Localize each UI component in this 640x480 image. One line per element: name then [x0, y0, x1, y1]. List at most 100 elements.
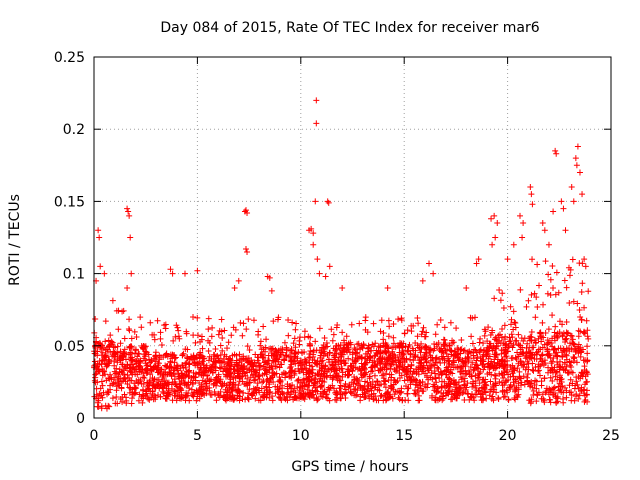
data-point — [549, 343, 556, 350]
data-point — [444, 389, 451, 396]
data-point — [494, 220, 501, 227]
data-point — [182, 380, 189, 387]
data-point — [107, 332, 114, 339]
data-point — [157, 335, 164, 342]
data-point — [255, 328, 262, 335]
data-point — [390, 320, 397, 327]
data-point — [142, 343, 149, 350]
data-point — [309, 389, 316, 396]
data-point — [487, 378, 494, 385]
data-point — [120, 349, 127, 356]
data-point — [508, 331, 515, 338]
data-point — [462, 361, 469, 368]
data-point — [171, 352, 178, 359]
data-point — [544, 351, 551, 358]
data-point — [509, 355, 516, 362]
data-point — [496, 287, 503, 294]
data-point — [170, 367, 177, 374]
data-point — [565, 345, 572, 352]
data-point — [467, 314, 474, 321]
data-point — [575, 350, 582, 357]
data-point — [447, 319, 454, 326]
data-point — [106, 403, 113, 410]
data-point — [288, 388, 295, 395]
data-point — [272, 346, 279, 353]
data-point — [256, 372, 263, 379]
data-point — [254, 384, 261, 391]
data-point — [262, 344, 269, 351]
data-point — [343, 333, 350, 340]
data-point — [554, 334, 561, 341]
data-point — [134, 353, 141, 360]
data-point — [475, 388, 482, 395]
data-point — [311, 357, 318, 364]
data-point — [512, 320, 519, 327]
data-point — [432, 331, 439, 338]
plot-frame — [93, 56, 612, 419]
data-point — [199, 355, 206, 362]
data-point — [491, 212, 498, 219]
data-point — [105, 337, 112, 344]
data-point — [398, 315, 405, 322]
data-point — [445, 381, 452, 388]
data-point — [488, 371, 495, 378]
data-point — [447, 384, 454, 391]
data-point — [445, 355, 452, 362]
data-point — [316, 270, 323, 277]
data-point — [372, 393, 379, 400]
data-point — [347, 339, 354, 346]
data-point — [122, 356, 129, 363]
data-point — [563, 394, 570, 401]
data-point — [203, 365, 210, 372]
data-point — [292, 349, 299, 356]
data-point — [392, 379, 399, 386]
data-point — [533, 398, 540, 405]
data-point — [147, 371, 154, 378]
data-point — [300, 376, 307, 383]
data-point — [502, 361, 509, 368]
data-point — [483, 395, 490, 402]
data-point — [547, 354, 554, 361]
data-point — [546, 385, 553, 392]
data-point — [492, 351, 499, 358]
data-point — [418, 356, 425, 363]
data-point — [373, 378, 380, 385]
data-point — [313, 97, 320, 104]
data-point — [510, 308, 517, 315]
data-point — [357, 397, 364, 404]
data-point — [462, 367, 469, 374]
data-point — [190, 354, 197, 361]
data-point — [216, 364, 223, 371]
data-point — [498, 347, 505, 354]
data-point — [491, 356, 498, 363]
data-point — [124, 205, 131, 212]
data-point — [138, 380, 145, 387]
data-point — [415, 392, 422, 399]
data-point — [395, 394, 402, 401]
data-point — [311, 379, 318, 386]
data-point — [310, 351, 317, 358]
data-point — [562, 227, 569, 234]
data-point — [554, 333, 561, 340]
data-point — [318, 349, 325, 356]
data-point — [490, 342, 497, 349]
data-point — [376, 356, 383, 363]
data-point — [530, 388, 537, 395]
data-point — [511, 394, 518, 401]
data-point — [145, 382, 152, 389]
data-point — [571, 355, 578, 362]
data-point — [127, 343, 134, 350]
data-point — [106, 375, 113, 382]
data-point — [493, 351, 500, 358]
data-point — [345, 384, 352, 391]
data-point — [506, 334, 513, 341]
data-point — [517, 212, 524, 219]
data-point — [275, 393, 282, 400]
data-point — [419, 328, 426, 335]
data-point — [320, 389, 327, 396]
data-point — [551, 329, 558, 336]
data-point — [231, 351, 238, 358]
data-point — [171, 390, 178, 397]
data-point — [538, 382, 545, 389]
data-point — [330, 331, 337, 338]
